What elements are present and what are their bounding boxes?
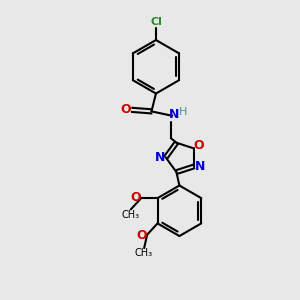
Text: O: O bbox=[120, 103, 131, 116]
Text: CH₃: CH₃ bbox=[121, 210, 139, 220]
Text: O: O bbox=[194, 140, 204, 152]
Text: O: O bbox=[136, 229, 147, 242]
Text: Cl: Cl bbox=[150, 16, 162, 27]
Text: CH₃: CH₃ bbox=[134, 248, 153, 258]
Text: N: N bbox=[169, 108, 179, 121]
Text: N: N bbox=[194, 160, 205, 173]
Text: N: N bbox=[154, 151, 165, 164]
Text: H: H bbox=[178, 107, 187, 117]
Text: O: O bbox=[130, 191, 141, 204]
